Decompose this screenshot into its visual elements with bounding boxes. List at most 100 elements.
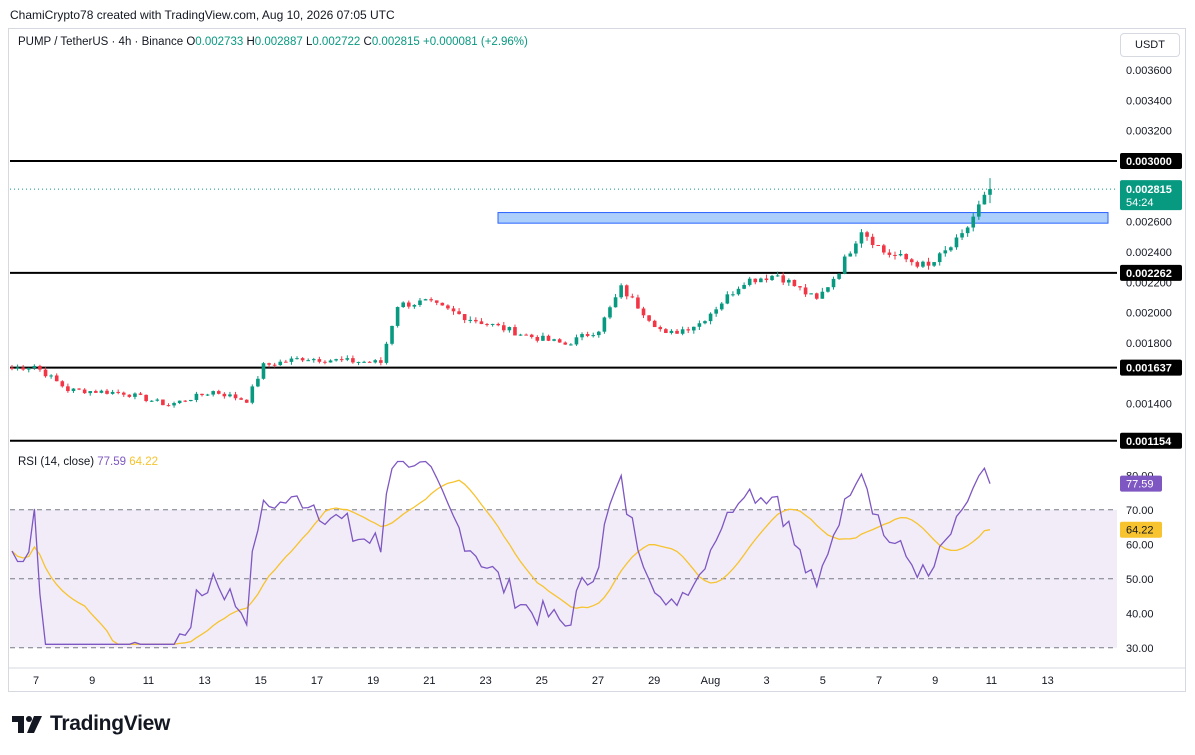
candle-body: [99, 390, 104, 393]
price-tick-label: 0.002400: [1126, 247, 1172, 259]
candle-body: [216, 391, 221, 394]
symbol-name: PUMP / TetherUS · 4h · Binance: [18, 36, 184, 48]
candle-body: [898, 254, 903, 256]
candle-body: [222, 393, 227, 397]
candle-body: [619, 285, 623, 298]
rsi-value-label: 77.59: [1126, 479, 1154, 491]
high-label: H: [246, 36, 255, 48]
candle-body: [49, 375, 53, 377]
candle-body: [926, 261, 931, 266]
candle-body: [451, 308, 456, 312]
price-tick-label: 0.001800: [1126, 338, 1172, 350]
candle-body: [932, 262, 936, 266]
candle-body: [658, 327, 663, 330]
candle-body: [155, 399, 160, 401]
candle-body: [580, 334, 584, 338]
candle-body: [440, 302, 445, 306]
bar-countdown-label: 54:24: [1126, 197, 1154, 209]
candle-body: [82, 389, 87, 394]
candle-body: [630, 296, 635, 298]
candle-body: [585, 334, 590, 336]
candle-body: [904, 254, 908, 260]
candle-body: [770, 275, 774, 281]
candle-body: [529, 334, 534, 338]
candle-body: [351, 358, 355, 363]
candle-body: [602, 317, 607, 332]
rsi-ma-legend-value: 64.22: [129, 456, 159, 468]
candle-body: [345, 358, 350, 360]
time-tick-label: 29: [648, 675, 660, 687]
candle-body: [563, 342, 568, 345]
candle-body: [943, 250, 948, 254]
time-tick-label: 21: [423, 675, 435, 687]
candle-body: [323, 361, 327, 363]
candle-body: [71, 388, 76, 392]
rsi-tick-label: 50.00: [1126, 574, 1154, 586]
price-tick-label: 0.001400: [1126, 398, 1172, 410]
chart-frame: [8, 28, 1186, 692]
candle-body: [781, 275, 786, 283]
candle-body: [239, 398, 243, 400]
tradingview-logo-icon: [12, 716, 42, 733]
candle-body: [842, 256, 847, 274]
candle-body: [133, 393, 137, 397]
candle-body: [837, 273, 841, 279]
candle-body: [379, 360, 383, 363]
rsi-tick-label: 60.00: [1126, 539, 1154, 551]
candle-body: [870, 236, 875, 246]
candle-body: [518, 334, 523, 336]
candle-body: [244, 399, 249, 403]
rsi-legend-value: 77.59: [97, 456, 127, 468]
candle-body: [149, 400, 154, 402]
candle-body: [703, 321, 707, 324]
level-label: 0.001637: [1126, 363, 1172, 375]
low-label: L: [305, 36, 313, 48]
candle-body: [513, 327, 517, 336]
rsi-ma-line: [11, 479, 991, 645]
price-tick-label: 0.002600: [1126, 217, 1172, 229]
candle-body: [317, 359, 322, 362]
time-tick-label: 5: [820, 675, 826, 687]
candle-body: [289, 358, 294, 362]
candle-body: [479, 321, 484, 325]
candle-body: [725, 294, 730, 304]
candle-body: [284, 361, 288, 363]
low-value: 0.002722: [312, 36, 361, 48]
candle-body: [261, 363, 266, 379]
candle-body: [708, 313, 713, 322]
level-label: 0.001154: [1126, 436, 1172, 448]
candle-body: [826, 287, 830, 292]
brand-name: TradingView: [50, 712, 171, 735]
candle-body: [267, 363, 271, 365]
candle-body: [474, 319, 478, 322]
time-tick-label: 11: [143, 675, 154, 687]
candle-body: [462, 314, 467, 321]
candle-body: [127, 394, 132, 397]
candle-body: [300, 358, 305, 361]
candle-body: [110, 391, 115, 394]
candle-body: [161, 399, 165, 406]
candle-body: [982, 194, 987, 205]
candle-body: [21, 367, 25, 370]
time-tick-label: 11: [986, 675, 997, 687]
candle-body: [496, 323, 501, 326]
candle-body: [228, 394, 232, 397]
candle-body: [306, 360, 311, 362]
currency-button[interactable]: USDT: [1120, 33, 1180, 57]
candle-body: [356, 361, 361, 363]
candle-body: [865, 232, 869, 237]
level-label-bg: [1120, 153, 1182, 170]
open-value: 0.002733: [195, 36, 244, 48]
time-tick-label: 17: [311, 675, 323, 687]
candle-body: [937, 253, 942, 263]
candle-body: [814, 293, 819, 299]
candle-body: [608, 307, 612, 318]
candle-body: [501, 325, 506, 331]
time-tick-label: 7: [876, 675, 882, 687]
candle-body: [664, 329, 668, 333]
time-tick-label: 13: [1041, 675, 1053, 687]
candle-body: [395, 307, 400, 326]
candle-body: [854, 243, 858, 254]
candle-body: [362, 361, 366, 363]
